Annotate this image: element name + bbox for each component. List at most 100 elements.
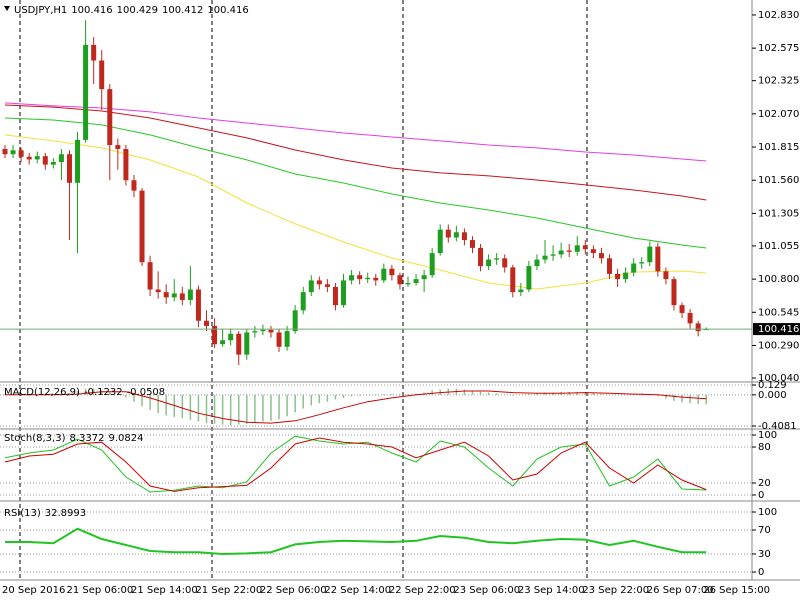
y-tick-label: 100.290 [758,340,799,351]
candle-body [413,279,419,284]
candle-body [276,332,282,347]
y-tick-label: 30 [758,549,771,560]
candle-body [421,275,427,280]
candle-body [163,292,169,298]
indicator-line [4,117,707,249]
y-tick-label: 0 [758,567,764,578]
candle-body [83,44,89,140]
legend-value: -0.1232 [84,387,123,398]
candle-body [300,292,306,311]
legend-title: RSI(13) [4,508,41,519]
candle-body [534,259,540,267]
x-tick-label: 23 Sep 06:00 [453,585,520,596]
candle-body [623,272,629,280]
candle-body [107,89,113,146]
candle-body [687,312,693,324]
panel-legend: MACD(12,26,9) -0.1232 -0.0508 [4,387,165,398]
current-price-label: 100.416 [758,324,799,335]
candle-body [695,323,701,332]
y-tick-label: 100.545 [758,307,799,318]
candle-body [453,232,459,238]
legend-value: 100.416 [71,5,112,16]
indicator-line [5,527,707,556]
candle-body [598,253,604,259]
y-tick-label: 102.575 [758,43,799,54]
candle-body [486,259,492,267]
candle-body [518,289,524,293]
candle-body [115,145,121,149]
candle-body [437,229,443,254]
y-tick-label: 101.815 [758,142,799,153]
candle-body [582,245,588,250]
candle-body [381,268,387,281]
indicator-line [5,390,707,424]
candle-body [349,275,355,281]
candle-body [574,245,580,252]
candle-body [204,320,209,326]
candle-body [75,139,81,183]
candle-body [155,289,161,293]
candle-body [34,156,40,160]
panel-legend: Stoch(8,3,3) 8.3372 9.0824 [4,433,143,444]
candle-body [26,156,32,160]
y-tick-label: 100 [758,430,777,441]
candle-body [18,150,24,157]
x-tick-label: 23 Sep 14:00 [518,585,585,596]
candle-body [195,289,201,321]
candle-body [268,329,274,333]
candle-body [50,162,56,165]
candle-body [607,258,612,274]
candle-body [639,262,645,264]
candle-body [365,277,371,280]
candle-body [647,246,653,263]
legend-value: 100.412 [162,5,203,16]
candle-body [252,331,258,333]
candle-body [147,262,153,290]
candle-body [91,44,97,61]
x-tick-label: 21 Sep 14:00 [131,585,198,596]
x-tick-label: 21 Sep 06:00 [66,585,133,596]
y-tick-label: 101.055 [758,241,799,252]
candle-body [397,275,403,285]
candle-body [405,283,411,285]
candle-body [631,263,637,273]
panel-legend: RSI(13) 32.8993 [4,508,86,519]
candle-body [179,293,185,300]
y-tick-label: 80 [758,442,771,453]
candle-body [316,280,322,285]
candle-body [615,273,621,280]
candle-body [671,279,677,306]
y-tick-label: -0.4081 [758,421,797,432]
legend-title: Stoch(8,3,3) [4,433,66,444]
y-tick-label: 20 [758,478,771,489]
candle-body [123,148,129,181]
indicator-line [4,104,707,201]
candle-body [590,249,596,254]
candle-body [236,333,242,355]
candle-body [42,156,48,165]
candle-body [228,333,234,341]
y-tick-label: 100 [758,507,777,518]
candle-body [260,329,266,332]
y-tick-label: 102.070 [758,109,799,120]
legend-value: 100.429 [117,5,158,16]
legend-value: -0.0508 [127,387,166,398]
legend-value: 8.3372 [69,433,104,444]
candle-body [494,258,500,260]
candle-body [324,284,330,287]
candle-body [66,154,72,183]
candle-body [469,240,475,248]
candle-body [284,331,290,347]
y-tick-label: 70 [758,525,771,536]
candle-body [341,280,347,306]
candle-body [389,268,395,276]
candle-body [99,60,105,90]
y-tick-label: 102.830 [758,10,799,21]
candle-body [292,310,298,332]
candle-body [429,253,435,276]
x-tick-label: 22 Sep 22:00 [389,585,456,596]
candle-body [2,148,8,155]
candle-body [171,293,177,298]
